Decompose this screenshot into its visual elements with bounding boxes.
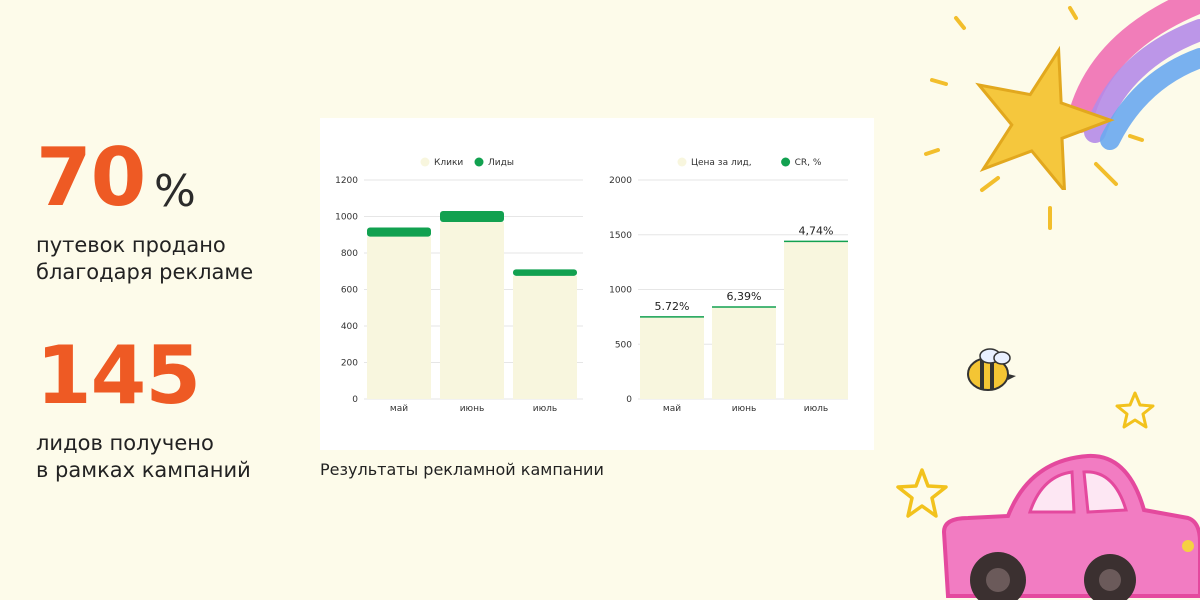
- y-tick-label: 200: [341, 359, 358, 369]
- y-tick-label: 2000: [609, 176, 632, 186]
- y-tick-label: 1200: [335, 176, 358, 186]
- legend-label: CR, %: [795, 158, 822, 168]
- y-tick-label: 600: [341, 286, 358, 296]
- legend-marker: [474, 157, 484, 167]
- pink-car-icon: [941, 453, 1200, 600]
- stat-2-value: 145: [36, 329, 201, 422]
- bee-icon: [967, 348, 1016, 391]
- y-tick-label: 500: [615, 340, 632, 350]
- legend-marker: [420, 157, 430, 167]
- stat-1-unit: %: [154, 166, 196, 217]
- legend-label: Цена за лид,: [691, 158, 752, 168]
- y-tick-label: 400: [341, 322, 358, 332]
- bar-price-per-lead: [784, 241, 848, 399]
- charts-panel: 0 200 400 600 800 1000 1200 Клики Лиды май июнь июл…: [320, 118, 874, 450]
- stat-2-caption: лидов получено в рамках кампаний: [36, 431, 251, 482]
- stat-1-value: 70: [36, 131, 146, 224]
- star-outline-icon: [896, 468, 948, 518]
- data-label: 6,39%: [727, 290, 762, 303]
- legend-label: Клики: [434, 158, 463, 168]
- x-tick-label: май: [663, 404, 681, 414]
- bar-clicks: [513, 275, 577, 399]
- y-tick-label: 0: [352, 395, 358, 405]
- star-icon: [975, 45, 1115, 190]
- x-tick-label: июль: [804, 404, 828, 414]
- sparkle-lines: [924, 6, 1144, 230]
- bar-leads: [367, 227, 431, 237]
- bar-clicks: [367, 236, 431, 399]
- legend-marker: [781, 157, 791, 167]
- charts-svg: 0 200 400 600 800 1000 1200 Клики Лиды май июнь июл…: [335, 157, 848, 414]
- legend-marker: [677, 157, 687, 167]
- bar-price-per-lead: [712, 307, 776, 399]
- x-tick-label: июнь: [732, 404, 757, 414]
- y-tick-label: 1500: [609, 231, 632, 241]
- data-label: 4,74%: [799, 224, 834, 237]
- x-tick-label: июль: [533, 404, 557, 414]
- x-tick-label: май: [390, 404, 408, 414]
- legend-label: Лиды: [488, 158, 514, 168]
- small-star-outline-icon: [1115, 391, 1155, 429]
- y-tick-label: 0: [626, 395, 632, 405]
- bar-leads: [513, 269, 577, 276]
- bar-price-per-lead: [640, 316, 704, 399]
- stat-1-caption: путевок продано благодаря рекламе: [36, 233, 254, 284]
- y-tick-label: 1000: [609, 286, 632, 296]
- x-tick-label: июнь: [460, 404, 485, 414]
- y-tick-label: 800: [341, 249, 358, 259]
- panel-caption: Результаты рекламной кампании: [320, 460, 604, 479]
- data-label: 5.72%: [655, 300, 690, 313]
- y-tick-label: 1000: [335, 213, 358, 223]
- bar-clicks: [440, 221, 504, 399]
- bar-leads: [440, 211, 504, 222]
